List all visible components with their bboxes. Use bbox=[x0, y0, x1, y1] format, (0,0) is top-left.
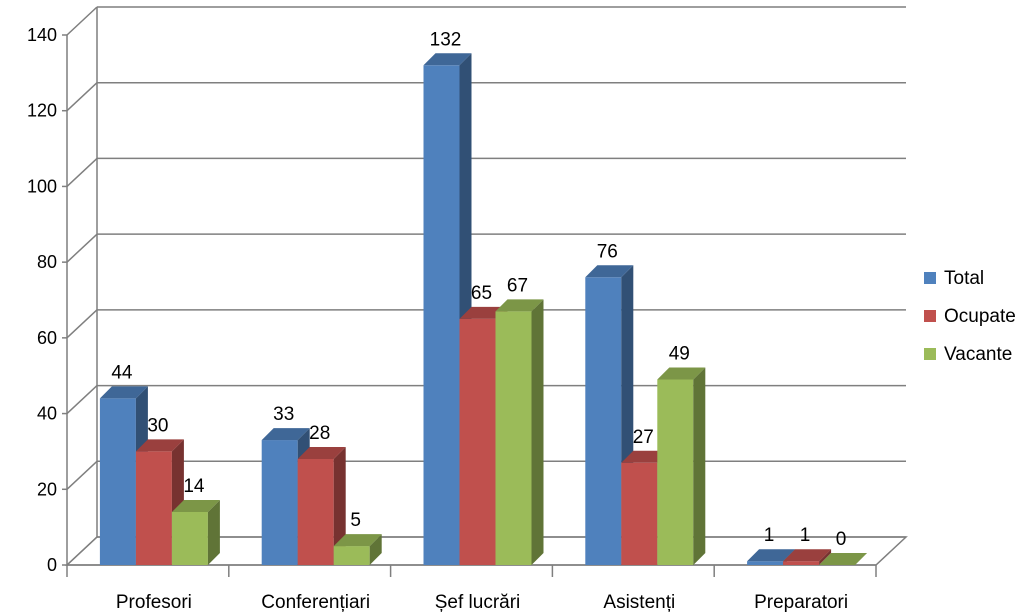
data-label: 27 bbox=[633, 427, 654, 448]
x-category-label: Conferențiari bbox=[261, 592, 370, 613]
bar-ocupate-front bbox=[459, 318, 496, 565]
y-tick-label: 80 bbox=[37, 252, 57, 272]
gridline-depth bbox=[66, 82, 98, 112]
bar-total-front bbox=[585, 277, 622, 565]
bar-total-front bbox=[99, 398, 136, 565]
legend-label-vacante: Vacante bbox=[944, 344, 1012, 365]
data-label: 5 bbox=[350, 510, 361, 531]
bar-total-front bbox=[423, 65, 460, 566]
bar-total-top bbox=[747, 549, 796, 562]
bar-ocupate-top bbox=[135, 439, 184, 452]
gridline-depth bbox=[66, 385, 98, 415]
y-tick-label: 120 bbox=[27, 101, 57, 121]
bars-layer bbox=[99, 53, 868, 566]
bar-ocupate-front bbox=[135, 451, 172, 565]
y-tick-label: 0 bbox=[47, 555, 57, 575]
y-tick-label: 20 bbox=[37, 479, 57, 499]
bar-vacante-top bbox=[819, 553, 868, 565]
data-label: 1 bbox=[764, 525, 775, 546]
data-label: 1 bbox=[800, 525, 811, 546]
y-tick-label: 140 bbox=[27, 25, 57, 45]
y-tick-label: 100 bbox=[27, 176, 57, 196]
bar-vacante-top bbox=[495, 299, 544, 312]
bar-total-top bbox=[261, 428, 310, 441]
bar-ocupate-side bbox=[333, 447, 346, 565]
data-label: 30 bbox=[147, 415, 168, 436]
data-label: 67 bbox=[507, 275, 528, 296]
gridline-depth bbox=[66, 309, 98, 339]
data-label: 76 bbox=[597, 241, 618, 262]
data-label: 14 bbox=[183, 476, 205, 497]
legend-swatch-ocupate bbox=[924, 310, 936, 322]
bar-vacante-front bbox=[657, 379, 694, 565]
bar-ocupate-top bbox=[297, 447, 346, 459]
data-label: 132 bbox=[430, 29, 462, 50]
bar-ocupate-front bbox=[783, 561, 820, 565]
data-labels-layer: 44 30 14 33 28 5 132 65 67 76 27 49 1 1 0 bbox=[111, 29, 846, 550]
data-label: 49 bbox=[669, 344, 690, 365]
x-category-label: Preparatori bbox=[754, 592, 848, 613]
bar-vacante-side bbox=[369, 534, 382, 565]
bar-total-top bbox=[99, 386, 148, 399]
bar-vacante-front bbox=[171, 512, 208, 565]
bar-ocupate-top bbox=[783, 549, 832, 562]
bar-vacante-top bbox=[333, 534, 382, 547]
bar-vacante-front bbox=[495, 311, 532, 565]
bar-vacante-side bbox=[531, 299, 544, 565]
bar-total-top bbox=[423, 53, 472, 66]
bar-total-front bbox=[747, 561, 784, 565]
gridline-depth bbox=[66, 460, 98, 490]
bar-total-top bbox=[585, 265, 634, 278]
data-label: 44 bbox=[111, 362, 133, 383]
data-label: 65 bbox=[471, 283, 492, 304]
bar-ocupate-side bbox=[819, 549, 832, 565]
y-tick-label: 40 bbox=[37, 404, 57, 424]
bar-vacante-side bbox=[207, 500, 220, 565]
bar-ocupate-front bbox=[621, 462, 658, 565]
bar-vacante-side bbox=[693, 367, 706, 565]
gridline-depth bbox=[66, 6, 98, 36]
bar-ocupate-front bbox=[297, 459, 334, 565]
data-label: 28 bbox=[309, 423, 330, 444]
legend-swatch-vacante bbox=[924, 348, 936, 360]
legend: Total Ocupate Vacante bbox=[924, 268, 1016, 365]
legend-label-total: Total bbox=[944, 268, 984, 289]
legend-swatch-total bbox=[924, 272, 936, 284]
bar-vacante-top bbox=[171, 500, 220, 512]
legend-label-ocupate: Ocupate bbox=[944, 306, 1016, 327]
bar-vacante-front bbox=[333, 546, 370, 565]
gridline-depth bbox=[66, 157, 98, 187]
gridline-depth bbox=[66, 233, 98, 263]
data-label: 0 bbox=[836, 529, 847, 550]
x-category-label: Profesori bbox=[116, 592, 192, 613]
y-tick-label: 60 bbox=[37, 328, 57, 348]
x-category-label: Șef lucrări bbox=[435, 592, 521, 613]
x-category-label: Asistenți bbox=[603, 592, 675, 613]
bar-total-front bbox=[261, 440, 298, 565]
data-label: 33 bbox=[273, 404, 294, 425]
bar-vacante-top bbox=[657, 367, 706, 380]
